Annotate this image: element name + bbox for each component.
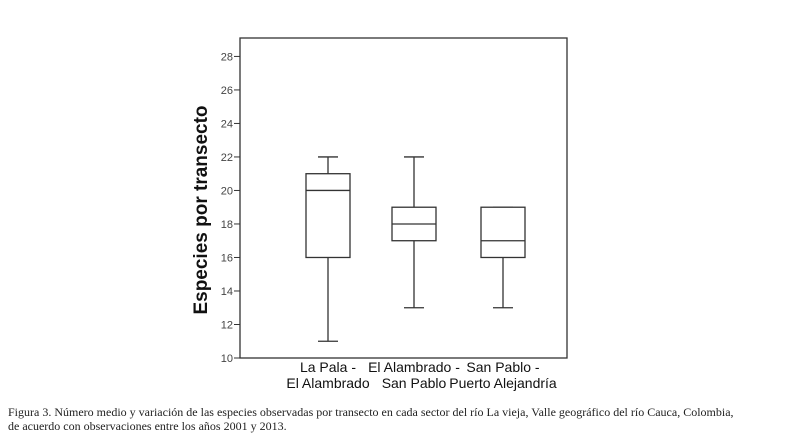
x-tick-label: San Pablo [382, 375, 447, 391]
y-tick-label: 22 [221, 152, 233, 164]
y-tick-label: 16 [221, 252, 233, 264]
x-tick-label: El Alambrado [286, 375, 369, 391]
caption-line-2: de acuerdo con observaciones entre los a… [8, 419, 287, 433]
y-tick-label: 18 [221, 219, 233, 231]
box-iqr [305, 173, 351, 259]
y-tick-label: 20 [221, 185, 233, 197]
y-tick-label: 10 [221, 353, 233, 365]
y-tick-label: 26 [221, 85, 233, 97]
x-tick-label: La Pala - [300, 359, 356, 375]
box-iqr [480, 206, 526, 259]
plot-frame [239, 37, 568, 359]
box-plot-chart: 10 12 14 16 18 20 22 24 26 28 Especies por transec… [191, 37, 568, 391]
y-tick-label: 14 [221, 286, 233, 298]
x-tick-label: El Alambrado - [368, 359, 460, 375]
x-tick-label: Puerto Alejandría [449, 375, 557, 391]
figure-caption: Figura 3. Número medio y variación de la… [8, 405, 793, 433]
y-tick-label: 28 [221, 51, 233, 63]
y-axis-label: Especies por transecto [191, 105, 212, 314]
x-tick-label: San Pablo - [466, 359, 539, 375]
y-tick-label: 12 [221, 319, 233, 331]
caption-line-1: Figura 3. Número medio y variación de la… [8, 405, 734, 419]
y-tick-label: 24 [221, 118, 233, 130]
